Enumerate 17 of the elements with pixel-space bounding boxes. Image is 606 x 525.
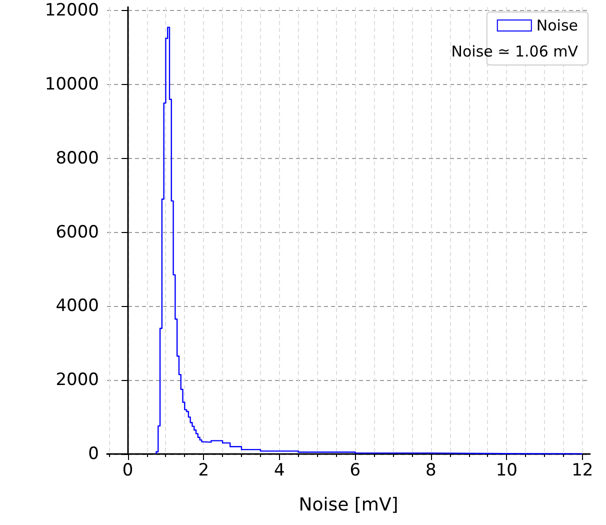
x-tick-label: 6 [350, 460, 361, 480]
x-tick-label: 0 [122, 460, 134, 480]
x-tick-label: 4 [274, 460, 285, 480]
legend-label: Noise [536, 16, 578, 34]
y-tick-label: 4000 [56, 296, 99, 316]
annotation: Noise ≃ 1.06 mV [451, 42, 579, 60]
x-axis-title: Noise [mV] [298, 494, 398, 516]
y-tick-label: 6000 [56, 222, 99, 242]
y-tick-label: 10000 [44, 74, 99, 95]
y-tick-label: 0 [88, 444, 99, 464]
y-tick-label: 12000 [44, 0, 99, 21]
y-tick-label: 8000 [56, 148, 99, 168]
x-tick-label: 10 [496, 460, 518, 480]
y-tick-label: 2000 [56, 370, 99, 390]
x-tick-label: 8 [425, 460, 436, 480]
x-tick-label: 2 [198, 460, 210, 480]
x-tick-label: 12 [572, 460, 594, 480]
